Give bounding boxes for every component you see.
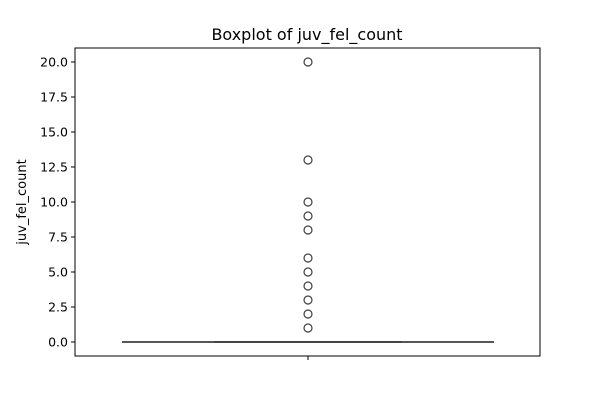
outlier-point — [303, 211, 313, 221]
outlier-point — [303, 323, 313, 333]
y-tick-label: 17.5 — [40, 90, 68, 105]
y-tick-label: 12.5 — [40, 160, 68, 175]
y-tick-label: 10.0 — [40, 195, 68, 210]
outlier-point — [303, 225, 313, 235]
outlier-point — [303, 253, 313, 263]
y-tick-label: 20.0 — [40, 55, 68, 70]
chart-title: Boxplot of juv_fel_count — [211, 25, 402, 45]
outlier-point — [303, 309, 313, 319]
y-axis-label: juv_fel_count — [15, 159, 30, 245]
outlier-point — [303, 295, 313, 305]
y-tick-label: 5.0 — [48, 265, 68, 280]
outlier-point — [303, 281, 313, 291]
outlier-point — [303, 57, 313, 67]
outlier-point — [303, 267, 313, 277]
plot-frame — [74, 47, 541, 357]
y-tick-label: 0.0 — [48, 335, 68, 350]
y-tick-label: 7.5 — [48, 230, 68, 245]
y-axis: 0.0 2.5 5.0 7.5 10.0 12.5 15.0 17.5 20.0 — [40, 55, 75, 350]
outlier-point — [303, 197, 313, 207]
plot-area — [122, 57, 494, 343]
outlier-point — [303, 155, 313, 165]
y-tick-label: 2.5 — [48, 300, 68, 315]
y-tick-label: 15.0 — [40, 125, 68, 140]
